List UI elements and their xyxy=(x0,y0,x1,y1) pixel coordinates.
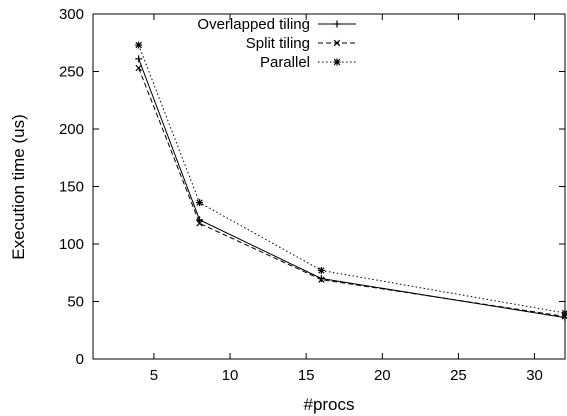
series-line-1 xyxy=(138,67,566,317)
y-tick-label: 50 xyxy=(67,294,84,311)
legend-label: Split tiling xyxy=(246,35,310,52)
series-layer xyxy=(135,41,567,322)
data-point xyxy=(318,276,325,283)
x-tick-label: 30 xyxy=(526,367,543,384)
data-point xyxy=(196,216,204,224)
series-line-0 xyxy=(138,58,566,319)
x-axis-label: #procs xyxy=(303,395,354,414)
y-tick-label: 200 xyxy=(59,121,84,138)
legend: Overlapped tiling Split tiling Parallel xyxy=(197,16,356,71)
x-tick-label: 20 xyxy=(374,367,391,384)
series-line-2 xyxy=(138,44,566,314)
data-point xyxy=(135,64,142,72)
legend-label: Parallel xyxy=(260,54,310,71)
data-point xyxy=(135,55,143,63)
legend-marker xyxy=(333,39,341,47)
y-tick-label: 100 xyxy=(59,236,84,253)
x-axis-ticks: 5 10 15 20 25 30 xyxy=(150,14,543,384)
x-tick-label: 15 xyxy=(298,367,315,384)
data-point xyxy=(317,266,325,274)
data-point xyxy=(196,199,204,207)
y-axis-label: Execution time (us) xyxy=(9,114,28,260)
y-tick-label: 250 xyxy=(59,64,84,81)
legend-label: Overlapped tiling xyxy=(197,16,310,33)
y-tick-label: 300 xyxy=(59,6,84,23)
data-point xyxy=(196,220,203,227)
y-tick-label: 150 xyxy=(59,179,84,196)
y-axis-ticks: 0 50 100 150 200 250 300 xyxy=(59,6,565,368)
plot-frame xyxy=(92,13,566,360)
legend-marker xyxy=(333,20,341,28)
x-tick-label: 10 xyxy=(222,367,239,384)
data-point xyxy=(135,41,143,49)
legend-marker xyxy=(333,58,341,66)
x-tick-label: 25 xyxy=(450,367,467,384)
y-tick-label: 0 xyxy=(76,351,84,368)
x-tick-label: 5 xyxy=(150,367,158,384)
